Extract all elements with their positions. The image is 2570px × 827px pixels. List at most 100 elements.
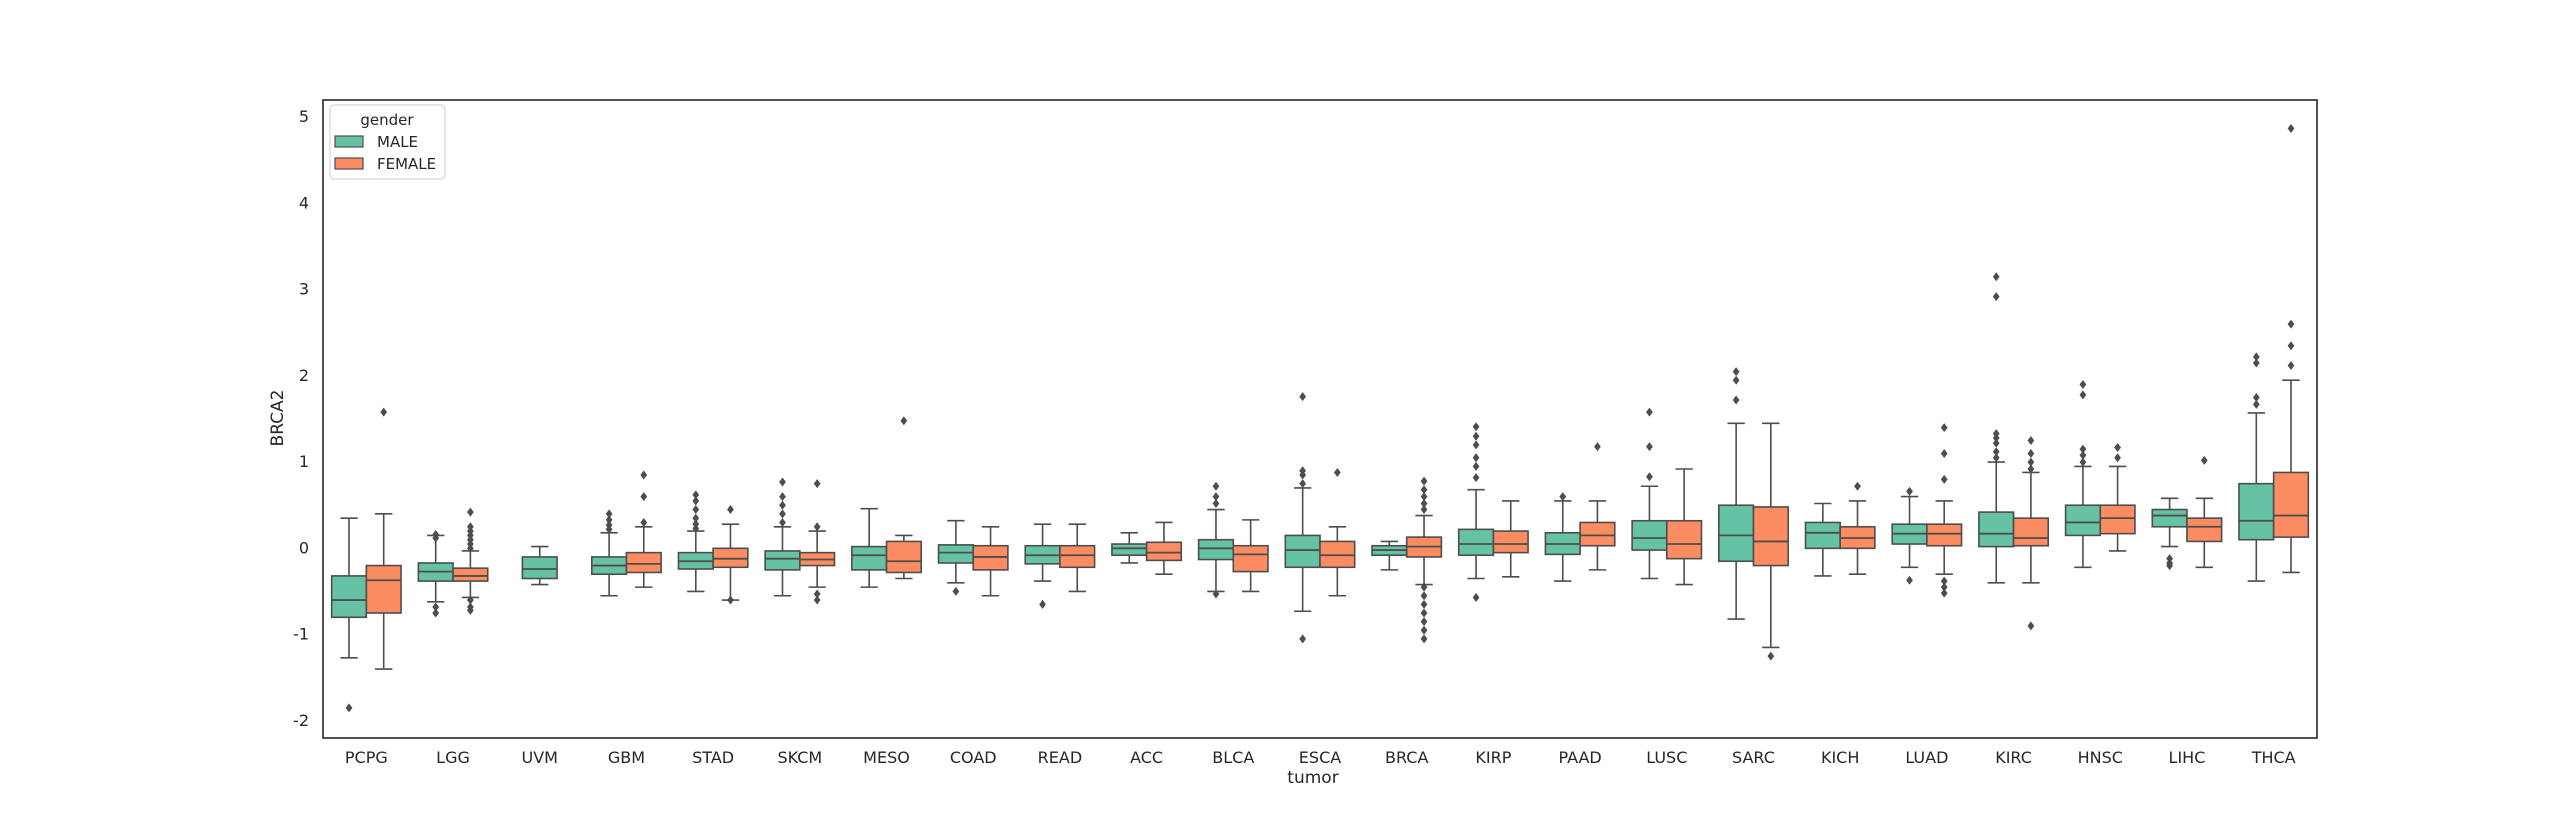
x-tick-label: LIHC	[2169, 748, 2206, 767]
outlier-point-male	[692, 519, 700, 529]
outlier-point-female	[1420, 582, 1428, 592]
x-tick-label: KIRC	[1995, 748, 2032, 767]
box-female	[1492, 530, 1529, 554]
outlier-point-female	[813, 522, 821, 532]
legend-swatch-male	[334, 135, 364, 148]
x-tick-label: ACC	[1130, 748, 1163, 767]
box-male	[521, 556, 558, 580]
outlier-point-female	[2114, 453, 2121, 463]
box-male	[1284, 534, 1321, 569]
outlier-point-male	[692, 505, 700, 515]
box-female	[365, 564, 402, 614]
outlier-point-male	[692, 513, 700, 523]
outlier-point-male	[1472, 592, 1480, 602]
outlier-point-female	[1420, 608, 1428, 618]
x-tick-label: KICH	[1821, 748, 1859, 767]
outlier-point-male	[1299, 479, 1307, 489]
x-tick-label: KIRP	[1475, 748, 1511, 767]
outlier-point-male	[605, 515, 613, 525]
x-tick-label: LGG	[436, 748, 470, 767]
y-tick-label: 2	[299, 366, 309, 385]
outlier-point-female	[2027, 448, 2035, 458]
y-tick-label: 5	[299, 107, 309, 126]
outlier-point-female	[1854, 481, 1861, 491]
outlier-point-male	[1992, 447, 2000, 457]
legend-title: gender	[360, 111, 414, 129]
outlier-point-female	[1420, 476, 1428, 486]
outlier-point-male	[432, 602, 440, 612]
outlier-point-male	[2166, 561, 2173, 571]
x-tick-label: BLCA	[1212, 748, 1254, 767]
outlier-point-male	[692, 496, 700, 506]
outlier-point-male	[779, 509, 786, 519]
legend-swatch-female	[334, 157, 364, 170]
outlier-point-male	[1472, 422, 1480, 432]
outlier-point-male	[1992, 438, 2000, 448]
outlier-point-male	[1906, 575, 1913, 585]
legend: gender MALE FEMALE	[329, 104, 446, 180]
box-male	[1457, 528, 1495, 557]
y-axis-title: BRCA2	[268, 390, 288, 447]
box-male	[764, 550, 801, 571]
outlier-point-female	[1420, 617, 1428, 627]
box-female	[2012, 517, 2050, 547]
outlier-point-female	[727, 505, 734, 515]
box-female	[885, 540, 922, 574]
outlier-point-male	[1646, 472, 1653, 482]
y-tick-label: 4	[299, 193, 309, 212]
outlier-point-male	[2079, 457, 2087, 467]
outlier-point-female	[467, 522, 474, 532]
x-tick-label: THCA	[2251, 748, 2296, 767]
box-male	[1111, 543, 1148, 557]
x-tick-label: SARC	[1732, 748, 1775, 767]
outlier-point-male	[2079, 444, 2087, 454]
outlier-point-male	[1299, 392, 1307, 402]
outlier-point-female	[1420, 498, 1428, 508]
outlier-point-female	[2287, 123, 2295, 133]
outlier-point-female	[900, 416, 908, 426]
outlier-point-male	[1212, 498, 1220, 508]
outlier-point-male	[2079, 450, 2087, 460]
outlier-point-female	[1940, 474, 1948, 484]
box-male	[1631, 519, 1668, 551]
box-male	[1978, 511, 2015, 548]
outlier-point-male	[1472, 431, 1480, 441]
outlier-point-female	[1420, 485, 1428, 495]
outlier-point-male	[2252, 399, 2260, 409]
box-female	[625, 551, 662, 574]
x-tick-label: STAD	[692, 748, 734, 767]
outlier-point-female	[2114, 442, 2121, 452]
outlier-point-male	[345, 703, 353, 713]
outlier-point-male	[1646, 442, 1653, 452]
outlier-point-male	[1906, 486, 1913, 496]
outlier-point-male	[779, 517, 786, 527]
outlier-point-female	[813, 595, 821, 605]
box-male	[2238, 482, 2275, 541]
box-male	[330, 575, 368, 619]
outlier-point-female	[1940, 423, 1948, 433]
outlier-point-female	[2200, 455, 2208, 465]
outlier-point-male	[1299, 466, 1307, 476]
outlier-point-female	[467, 507, 474, 517]
box-male	[1804, 521, 1841, 550]
y-tick-label: -1	[293, 625, 309, 644]
outlier-point-male	[692, 490, 700, 500]
outlier-point-male	[1039, 599, 1046, 609]
x-axis-title: tumor	[1287, 768, 1338, 788]
box-female	[2186, 517, 2223, 543]
outlier-point-female	[467, 605, 474, 615]
outlier-point-female	[2287, 341, 2295, 351]
plot-frame	[322, 99, 2318, 739]
outlier-point-male	[779, 477, 786, 487]
box-female	[1145, 541, 1183, 562]
outlier-point-male	[2079, 380, 2087, 390]
outlier-point-female	[1420, 505, 1428, 515]
box-female	[1059, 544, 1096, 569]
x-tick-label: GBM	[608, 748, 645, 767]
box-male	[851, 545, 888, 571]
outlier-point-female	[2287, 361, 2295, 371]
box-female	[2099, 504, 2136, 535]
x-tick-label: LUAD	[1905, 748, 1948, 767]
outlier-point-female	[640, 492, 648, 502]
outlier-point-male	[1732, 395, 1740, 405]
